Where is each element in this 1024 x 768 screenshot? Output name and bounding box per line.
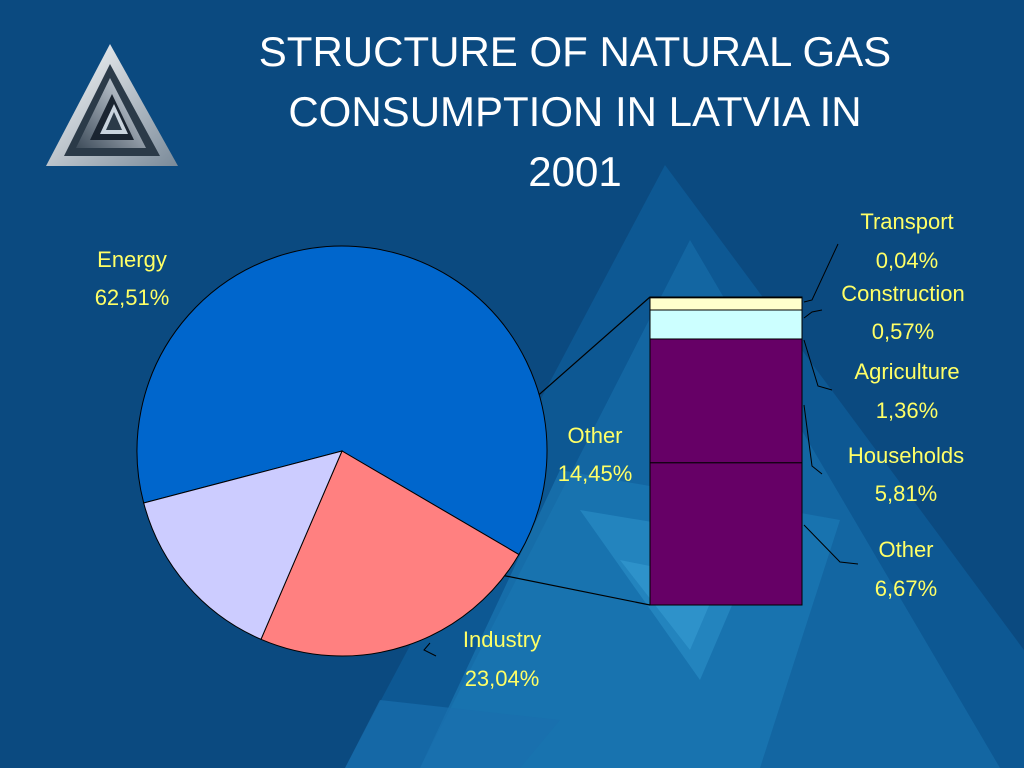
stacked-bar bbox=[649, 296, 803, 606]
title-line-2: CONSUMPTION IN LATVIA IN bbox=[288, 88, 862, 135]
title-line-3: 2001 bbox=[528, 148, 622, 195]
bar-segment-households bbox=[649, 338, 803, 464]
leader-construction bbox=[803, 309, 823, 319]
label-industry-value: 23,04% bbox=[465, 666, 540, 691]
leader-agriculture bbox=[803, 339, 833, 391]
bar-segment-agriculture bbox=[649, 309, 803, 340]
label-construction-value: 0,57% bbox=[872, 319, 934, 344]
label-construction-name: Construction bbox=[841, 281, 965, 306]
label-energy-value: 62,51% bbox=[95, 285, 170, 310]
label-agriculture-value: 1,36% bbox=[876, 398, 938, 423]
label-other-sub-name: Other bbox=[878, 537, 933, 562]
pie-chart bbox=[136, 245, 548, 657]
leader-industry bbox=[423, 642, 437, 657]
label-other-value: 14,45% bbox=[558, 461, 633, 486]
bar-segment-other-sub bbox=[649, 462, 803, 606]
label-transport-name: Transport bbox=[860, 209, 953, 234]
label-other-sub-value: 6,67% bbox=[875, 576, 937, 601]
logo-triangle-icon bbox=[46, 44, 178, 166]
bar-segment-construction bbox=[649, 297, 803, 311]
label-households-value: 5,81% bbox=[875, 481, 937, 506]
leader-households bbox=[803, 404, 823, 475]
label-households-name: Households bbox=[848, 443, 964, 468]
pie-slice-industry bbox=[260, 450, 520, 657]
leader-transport bbox=[803, 243, 839, 303]
slide-title: STRUCTURE OF NATURAL GAS CONSUMPTION IN … bbox=[150, 22, 1000, 202]
pie-slice-other-main bbox=[143, 450, 343, 640]
label-other-name: Other bbox=[567, 423, 622, 448]
label-industry-name: Industry bbox=[463, 627, 541, 652]
label-agriculture-name: Agriculture bbox=[854, 359, 959, 384]
title-line-1: STRUCTURE OF NATURAL GAS bbox=[258, 28, 892, 75]
label-energy-name: Energy bbox=[97, 247, 167, 272]
label-transport-value: 0,04% bbox=[876, 248, 938, 273]
leader-other-sub bbox=[803, 524, 859, 565]
